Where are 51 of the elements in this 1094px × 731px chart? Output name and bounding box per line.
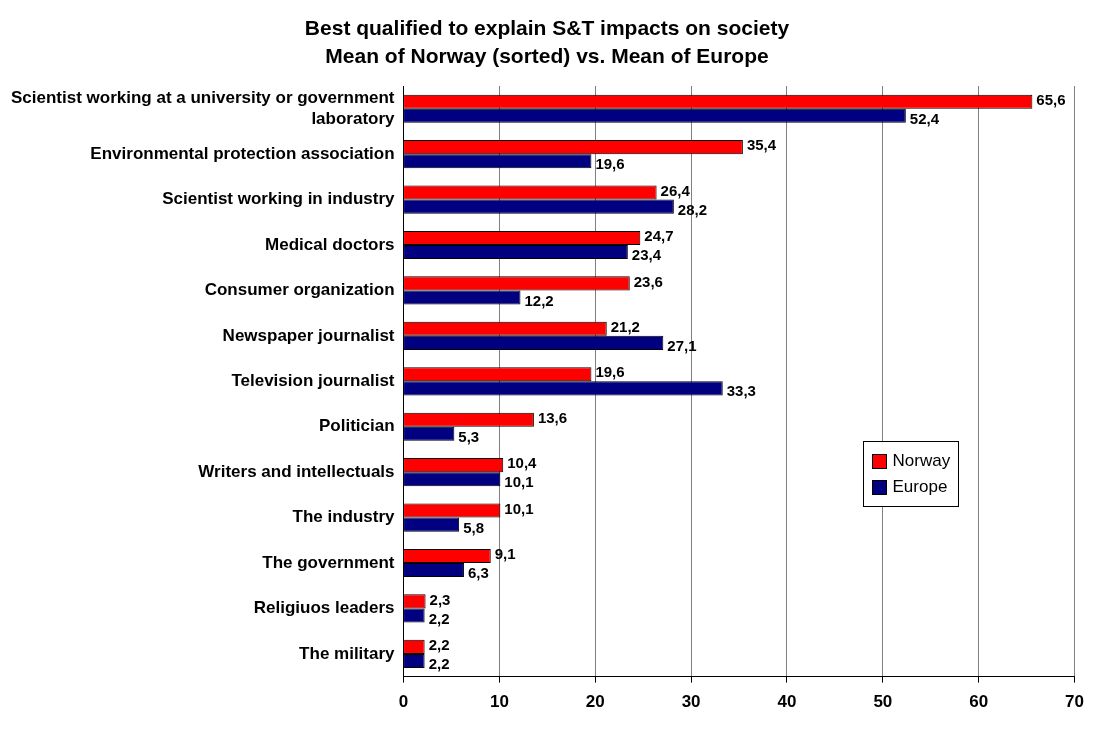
data-label: 6,3 bbox=[467, 564, 489, 582]
data-label: 5,8 bbox=[463, 518, 484, 536]
data-label: 2,2 bbox=[428, 609, 450, 627]
x-tick-label: 30 bbox=[681, 692, 701, 712]
data-label: 19,6 bbox=[595, 155, 625, 173]
data-label: 9,1 bbox=[494, 545, 516, 563]
y-tick-label: The military bbox=[299, 643, 396, 663]
y-tick-label: Scientist working in industry bbox=[162, 189, 396, 209]
x-tick-label: 50 bbox=[873, 692, 893, 712]
data-label: 19,6 bbox=[595, 363, 625, 381]
data-label: 26,4 bbox=[660, 181, 691, 199]
data-label: 2,3 bbox=[429, 590, 451, 608]
data-label: 2,2 bbox=[428, 655, 450, 673]
chart-subtitle: Mean of Norway (sorted) vs. Mean of Europe bbox=[324, 43, 770, 69]
data-label: 35,4 bbox=[746, 136, 777, 154]
x-tick-label: 0 bbox=[398, 692, 409, 712]
y-tick-label: Religiuos leaders bbox=[253, 598, 395, 618]
y-tick-label: Politician bbox=[318, 416, 395, 436]
data-label: 10,4 bbox=[507, 454, 538, 472]
y-tick-label: The government bbox=[262, 552, 395, 572]
data-label: 5,3 bbox=[458, 427, 480, 445]
x-tick-label: 70 bbox=[1065, 692, 1085, 712]
data-label: 2,2 bbox=[428, 635, 450, 653]
data-label: 23,6 bbox=[633, 272, 663, 290]
y-tick-label: Environmental protection association bbox=[90, 143, 395, 163]
y-tick-label: Writers and intellectuals bbox=[198, 461, 395, 481]
data-label: 65,6 bbox=[1036, 90, 1066, 108]
x-tick-label: 60 bbox=[969, 692, 989, 712]
x-tick-label: 20 bbox=[585, 692, 605, 712]
data-label: 27,1 bbox=[667, 337, 697, 355]
y-tick-label: Medical doctors bbox=[265, 234, 395, 254]
data-label: 10,1 bbox=[504, 473, 534, 491]
y-tick-label: The industry bbox=[292, 507, 396, 527]
data-label: 23,4 bbox=[631, 246, 662, 264]
data-label: 24,7 bbox=[644, 227, 674, 245]
y-tick-label: Scientist working at a university or government laboratory bbox=[10, 88, 396, 128]
data-label: 12,2 bbox=[524, 291, 554, 309]
chart-title: Best qualified to explain S&T impacts on society bbox=[303, 15, 791, 41]
data-label: 33,3 bbox=[726, 382, 756, 400]
legend-label: Norway bbox=[892, 451, 951, 472]
data-label: 52,4 bbox=[909, 109, 940, 127]
y-tick-label: Television journalist bbox=[231, 370, 395, 390]
x-tick-label: 40 bbox=[777, 692, 797, 712]
data-label: 13,6 bbox=[537, 408, 568, 426]
x-tick-label: 10 bbox=[489, 692, 509, 712]
y-tick-label: Consumer organization bbox=[204, 280, 395, 300]
data-label: 28,2 bbox=[677, 200, 708, 218]
data-label: 21,2 bbox=[610, 317, 640, 335]
legend-label: Europe bbox=[892, 477, 948, 498]
data-label: 10,1 bbox=[504, 499, 534, 517]
y-tick-label: Newspaper journalist bbox=[222, 325, 395, 345]
